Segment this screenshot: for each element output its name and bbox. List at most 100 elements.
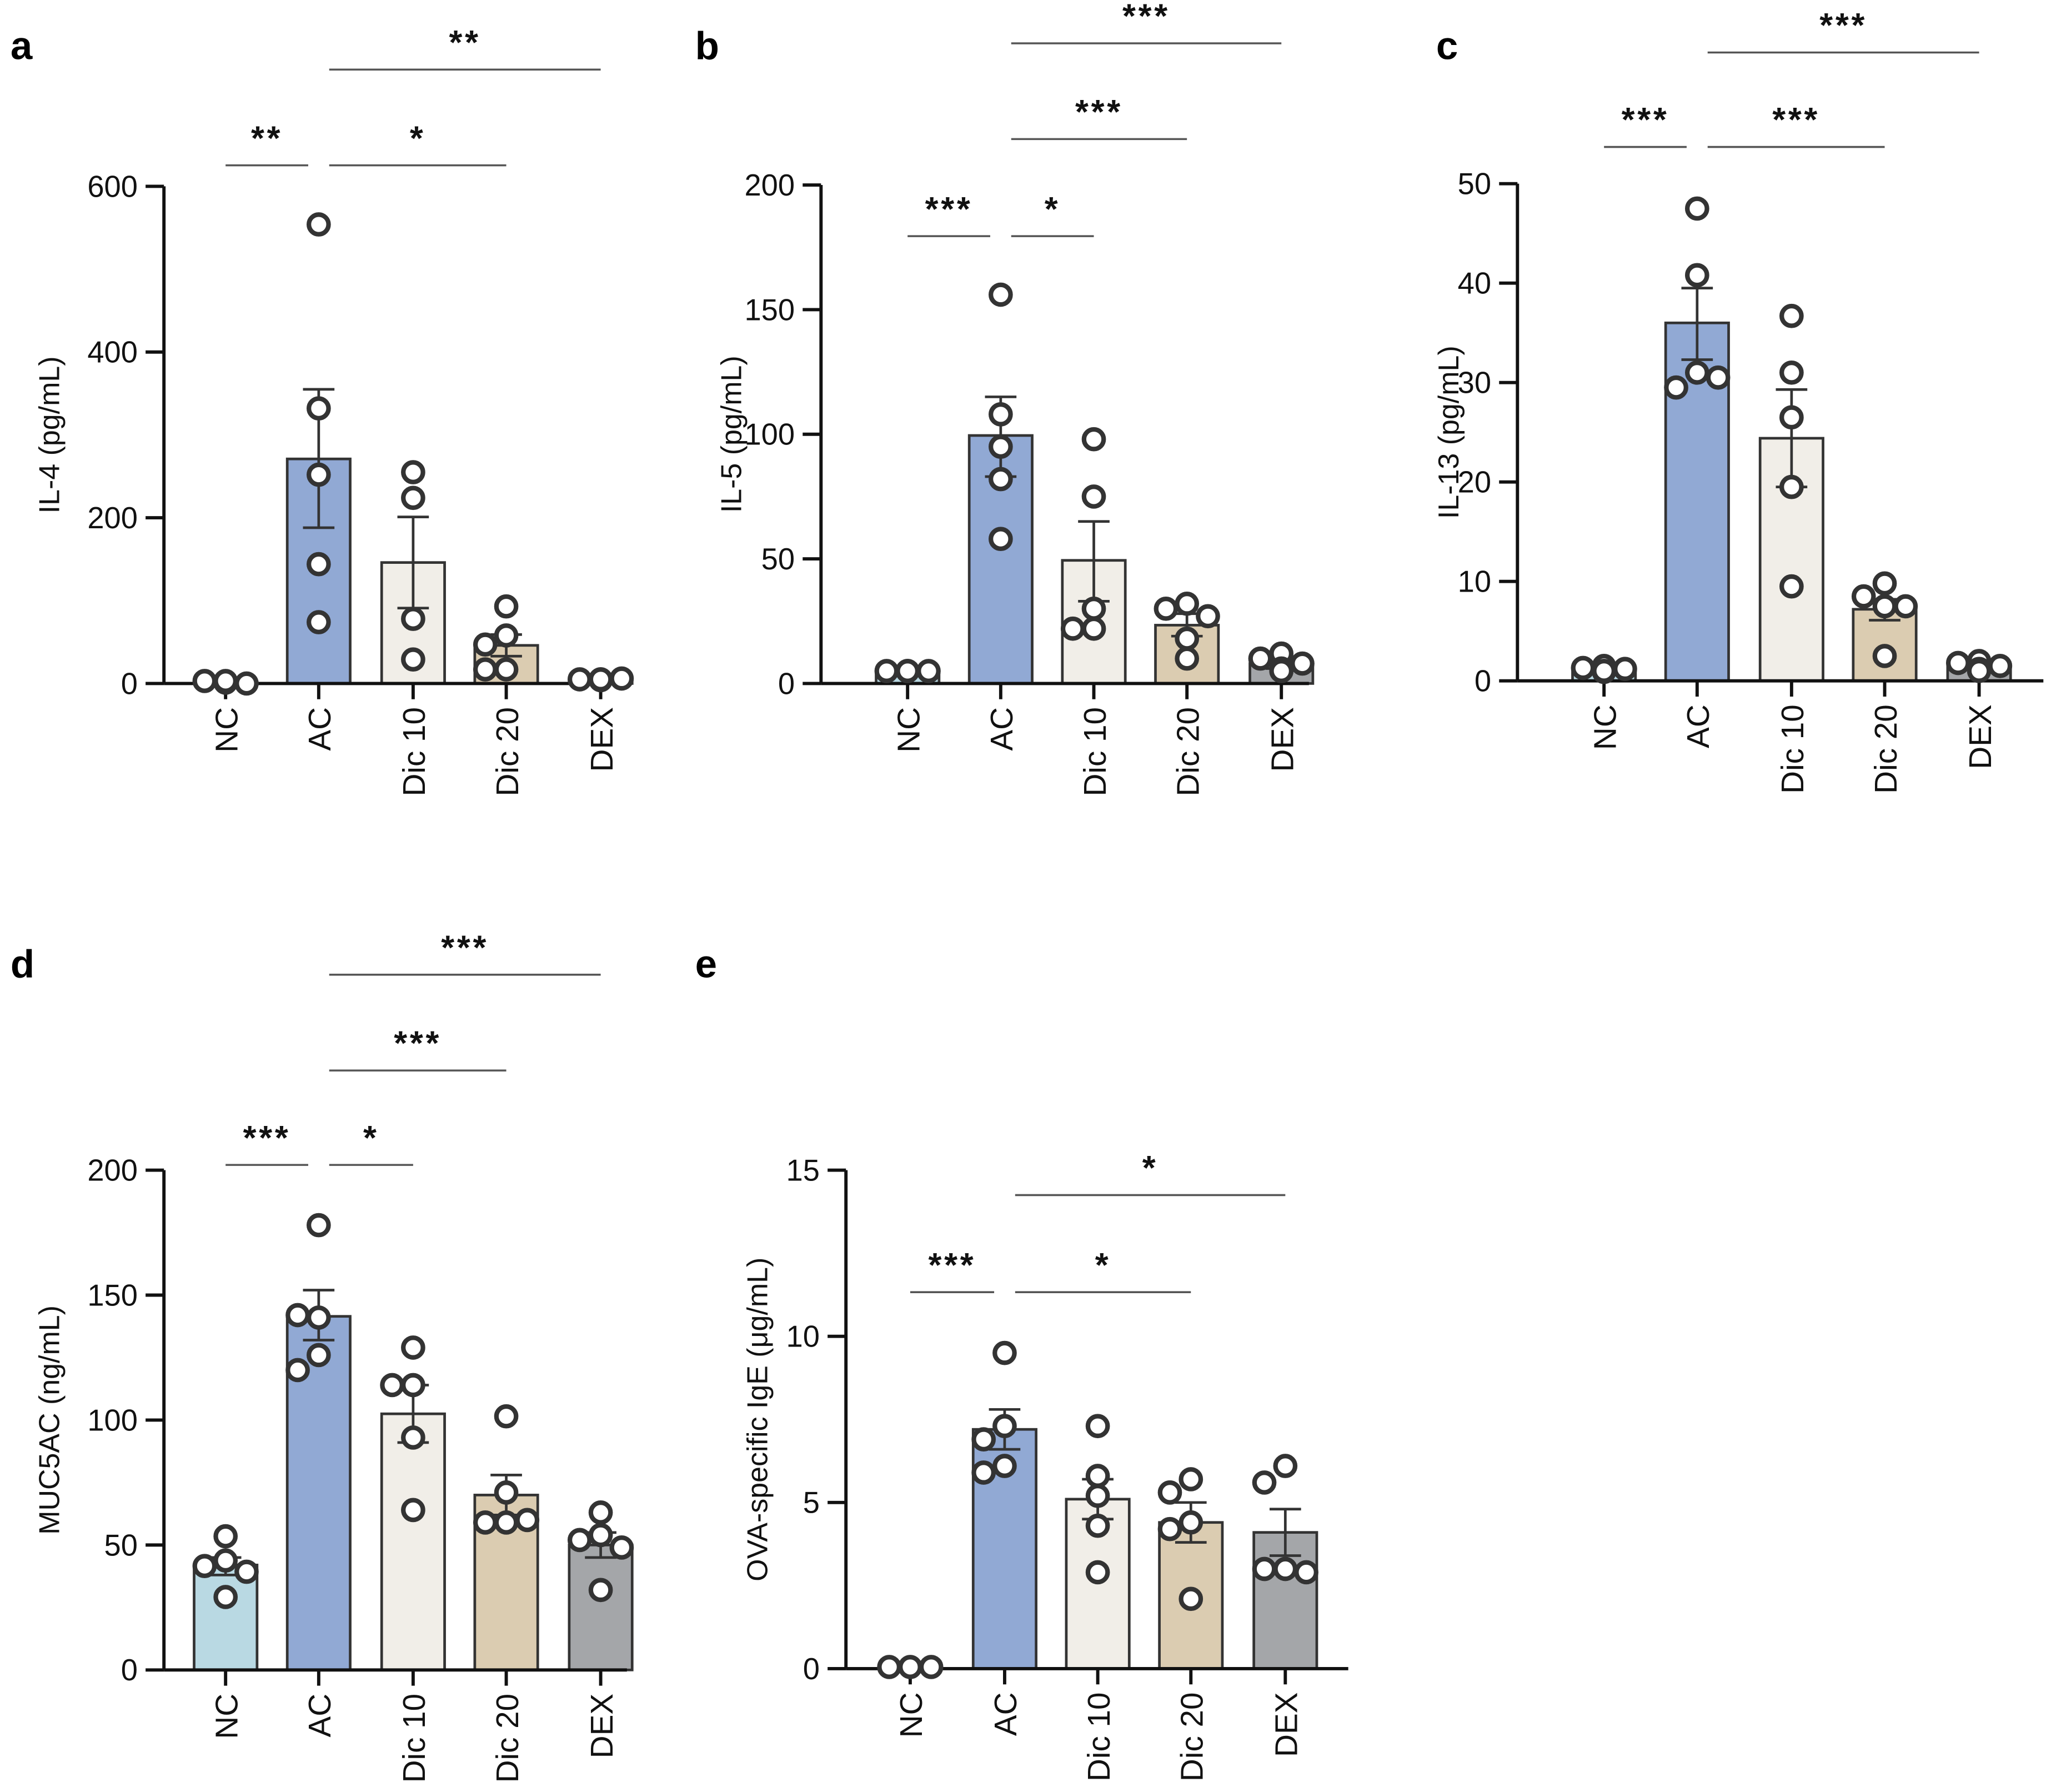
data-point	[307, 610, 331, 634]
significance-label: *	[1095, 1246, 1111, 1284]
data-point	[494, 623, 519, 648]
x-tick-label: DEX	[585, 707, 620, 772]
data-point	[989, 527, 1013, 552]
data-point	[213, 1548, 238, 1573]
data-point	[1179, 1510, 1203, 1535]
y-tick-label: 100	[87, 1403, 138, 1437]
data-point	[380, 1373, 404, 1398]
x-tick-label: NC	[1588, 704, 1623, 750]
data-point	[213, 1524, 238, 1549]
data-point	[1872, 644, 1897, 668]
significance-label: *	[363, 1119, 379, 1157]
y-axis-label: IL-13 (pg/mL)	[1433, 346, 1465, 519]
y-tick-label: 10	[1458, 565, 1491, 599]
data-point	[213, 669, 238, 693]
data-point	[307, 462, 331, 487]
data-point	[1252, 1556, 1277, 1581]
data-point	[588, 1523, 613, 1548]
data-point	[1081, 616, 1106, 641]
y-tick-label: 150	[744, 293, 795, 327]
data-point	[494, 1404, 519, 1429]
data-point	[916, 659, 941, 683]
data-point	[1273, 1454, 1298, 1478]
y-tick-label: 50	[1458, 167, 1491, 201]
data-point	[609, 666, 634, 691]
data-point	[1196, 604, 1220, 629]
y-tick-label: 0	[121, 667, 138, 700]
x-tick-label: Dic 20	[490, 707, 525, 797]
data-point	[1684, 196, 1709, 221]
data-point	[401, 1373, 425, 1398]
y-tick-label: 600	[87, 169, 138, 203]
data-point	[1175, 592, 1200, 616]
significance-label: ***	[1622, 101, 1669, 139]
x-tick-label: DEX	[1270, 1692, 1305, 1757]
x-tick-label: Dic 20	[1175, 1692, 1210, 1781]
y-tick-label: 200	[87, 1153, 138, 1187]
significance-label: ***	[1772, 101, 1820, 139]
data-point	[1269, 659, 1294, 683]
data-point	[307, 1343, 331, 1368]
data-point	[307, 396, 331, 421]
data-point	[494, 594, 519, 619]
data-point	[1613, 657, 1637, 682]
data-point	[1967, 658, 1992, 683]
y-tick-label: 15	[786, 1153, 820, 1187]
panel-letter: e	[695, 942, 717, 986]
data-point	[1893, 594, 1918, 619]
y-axis-label: IL-4 (pg/mL)	[33, 356, 66, 513]
data-point	[515, 1508, 540, 1533]
data-point	[1779, 405, 1804, 430]
data-point	[895, 659, 920, 683]
data-point	[989, 282, 1013, 307]
data-point	[1085, 1513, 1110, 1538]
data-point	[989, 434, 1013, 459]
data-point	[1294, 1560, 1318, 1585]
x-tick-label: AC	[303, 1694, 338, 1738]
y-tick-label: 5	[803, 1486, 820, 1520]
y-axis-label: MUC5AC (ng/mL)	[33, 1305, 66, 1535]
significance-label: ***	[1819, 6, 1867, 44]
data-point	[473, 632, 498, 657]
x-tick-label: Dic 10	[1082, 1692, 1117, 1781]
data-point	[1175, 626, 1200, 651]
x-tick-label: Dic 10	[397, 707, 432, 797]
bar-dic-10	[380, 1412, 446, 1671]
y-tick-label: 50	[761, 542, 795, 576]
x-tick-label: Dic 20	[490, 1694, 525, 1783]
x-tick-label: NC	[891, 707, 926, 753]
panel-b: b 0 50 100 150 200 IL-5 (pg/mL) NC AC Dic 10 Dic 2…	[695, 0, 1315, 797]
data-point	[192, 669, 217, 693]
data-point	[401, 460, 425, 484]
x-tick-label: Dic 10	[397, 1694, 432, 1783]
y-tick-label: 150	[87, 1278, 138, 1312]
data-point	[919, 1655, 944, 1679]
x-tick-label: AC	[989, 1692, 1024, 1736]
data-point	[1664, 375, 1688, 400]
data-point	[1252, 1470, 1277, 1495]
data-point	[1684, 360, 1709, 385]
data-point	[401, 1335, 425, 1360]
data-point	[1945, 650, 1970, 675]
data-point	[1085, 1414, 1110, 1439]
data-point	[401, 1425, 425, 1450]
data-point	[213, 1585, 238, 1609]
data-point	[1179, 1586, 1203, 1611]
x-tick-label: AC	[985, 707, 1020, 751]
bar-dex	[568, 1544, 634, 1671]
data-point	[401, 485, 425, 510]
y-tick-label: 40	[1458, 267, 1491, 301]
data-point	[307, 1213, 331, 1238]
y-tick-label: 30	[1458, 366, 1491, 400]
y-tick-label: 400	[87, 336, 138, 369]
data-point	[401, 1498, 425, 1523]
y-tick-label: 0	[778, 667, 795, 700]
data-point	[234, 671, 259, 696]
x-tick-label: NC	[209, 707, 244, 753]
panel-d: d 0 50 100 150 200 MUC5AC (ng/mL) NC AC Dic 10 Dic…	[11, 928, 634, 1783]
y-tick-label: 0	[803, 1652, 820, 1686]
x-tick-label: Dic 10	[1776, 704, 1811, 794]
x-tick-label: DEX	[1265, 707, 1300, 772]
data-point	[1157, 1480, 1182, 1505]
